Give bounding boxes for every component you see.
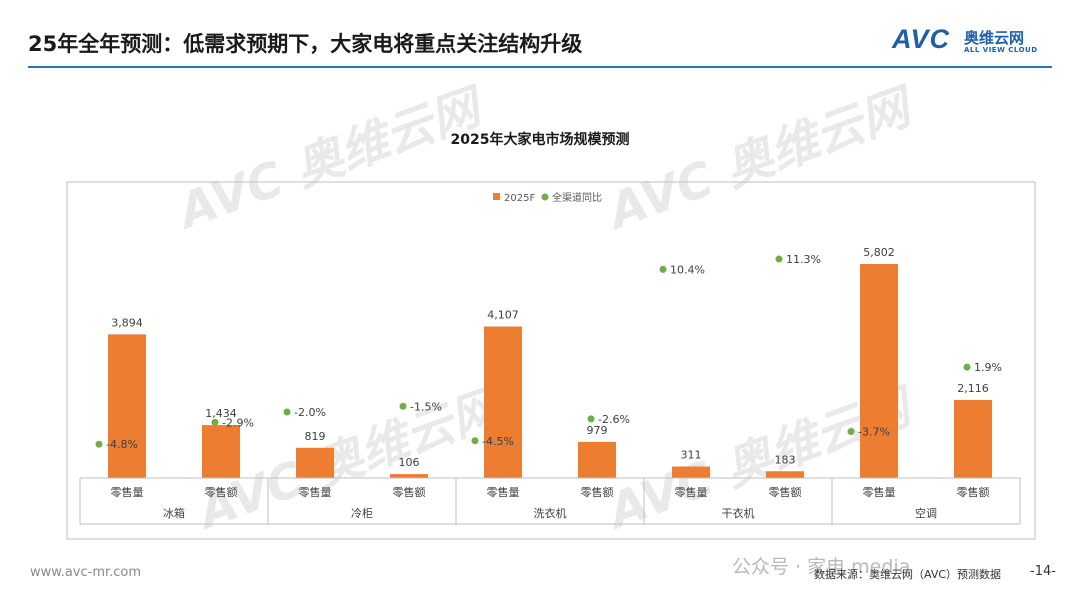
dot-2 xyxy=(283,408,291,416)
bar-2 xyxy=(296,447,334,478)
bar-label-7: 183 xyxy=(775,453,796,466)
dot-label-3: -1.5% xyxy=(410,400,442,413)
bar-label-9: 2,116 xyxy=(957,382,989,395)
tick-label-7: 零售额 xyxy=(769,485,802,499)
dot-0 xyxy=(95,440,103,448)
bar-label-3: 106 xyxy=(399,456,420,469)
bar-4 xyxy=(484,326,522,478)
dot-8 xyxy=(847,428,855,436)
wechat-watermark: 公众号 · 家电 media xyxy=(732,556,911,578)
bar-label-5: 979 xyxy=(587,424,608,437)
dot-3 xyxy=(399,402,407,410)
group-label-3: 干衣机 xyxy=(722,506,755,520)
dot-label-8: -3.7% xyxy=(858,426,890,439)
dot-1 xyxy=(211,418,219,426)
bar-8 xyxy=(860,264,898,478)
chart-legend: 2025F 全渠道同比 xyxy=(493,191,602,204)
logo-english: ALL VIEW CLOUD xyxy=(964,46,1038,54)
bar-1 xyxy=(202,425,240,478)
tick-label-3: 零售额 xyxy=(393,485,426,499)
dot-label-5: -2.6% xyxy=(598,413,630,426)
dot-label-2: -2.0% xyxy=(294,406,326,419)
legend-bar-swatch xyxy=(493,193,500,200)
tick-label-2: 零售量 xyxy=(299,485,332,499)
dot-label-0: -4.8% xyxy=(106,438,138,451)
tick-label-5: 零售额 xyxy=(581,485,614,499)
group-label-1: 冷柜 xyxy=(351,507,373,520)
dot-label-4: -4.5% xyxy=(482,435,514,448)
bar-label-2: 819 xyxy=(305,430,326,443)
bar-label-6: 311 xyxy=(681,449,702,462)
page-title: 25年全年预测：低需求预期下，大家电将重点关注结构升级 xyxy=(28,32,583,56)
legend-bar-label: 2025F xyxy=(504,193,535,204)
bar-0 xyxy=(108,334,146,478)
dot-label-7: 11.3% xyxy=(786,253,821,266)
avc-logo: AVC 奥维云网 ALL VIEW CLOUD xyxy=(892,24,1052,56)
footer-url[interactable]: www.avc-mr.com xyxy=(30,565,142,580)
bar-label-8: 5,802 xyxy=(863,246,895,259)
bar-label-1: 1,434 xyxy=(205,407,237,420)
tick-label-4: 零售量 xyxy=(487,485,520,499)
bar-3 xyxy=(390,474,428,478)
bar-9 xyxy=(954,399,992,478)
tick-label-0: 零售量 xyxy=(111,485,144,499)
logo-mark: AVC xyxy=(892,24,951,54)
bar-label-4: 4,107 xyxy=(487,309,519,322)
tick-label-1: 零售额 xyxy=(205,485,238,499)
dot-label-1: -2.9% xyxy=(222,416,254,429)
bar-6 xyxy=(672,466,710,478)
dot-9 xyxy=(963,363,971,371)
tick-label-6: 零售量 xyxy=(675,485,708,499)
logo-chinese: 奥维云网 xyxy=(964,29,1025,47)
tick-label-9: 零售额 xyxy=(957,485,990,499)
dot-4 xyxy=(471,437,479,445)
bar-5 xyxy=(578,441,616,478)
bar-7 xyxy=(766,471,804,478)
dot-label-6: 10.4% xyxy=(670,263,705,276)
plot-frame xyxy=(66,181,1036,540)
legend-dot-label: 全渠道同比 xyxy=(552,191,602,204)
dot-6 xyxy=(659,265,667,273)
legend-dot-swatch xyxy=(541,193,549,201)
dot-5 xyxy=(587,415,595,423)
group-label-2: 洗衣机 xyxy=(534,506,567,520)
dot-label-9: 1.9% xyxy=(974,361,1002,374)
group-label-0: 冰箱 xyxy=(163,506,185,520)
footer-source: 数据来源：奥维云网（AVC）预测数据 xyxy=(814,568,1002,581)
dot-7 xyxy=(775,255,783,263)
page-number: -14- xyxy=(1030,564,1056,579)
header-divider xyxy=(28,66,1052,68)
bar-label-0: 3,894 xyxy=(111,316,143,329)
group-label-4: 空调 xyxy=(915,506,937,520)
tick-label-8: 零售量 xyxy=(863,485,896,499)
chart-title: 2025年大家电市场规模预测 xyxy=(450,132,630,148)
